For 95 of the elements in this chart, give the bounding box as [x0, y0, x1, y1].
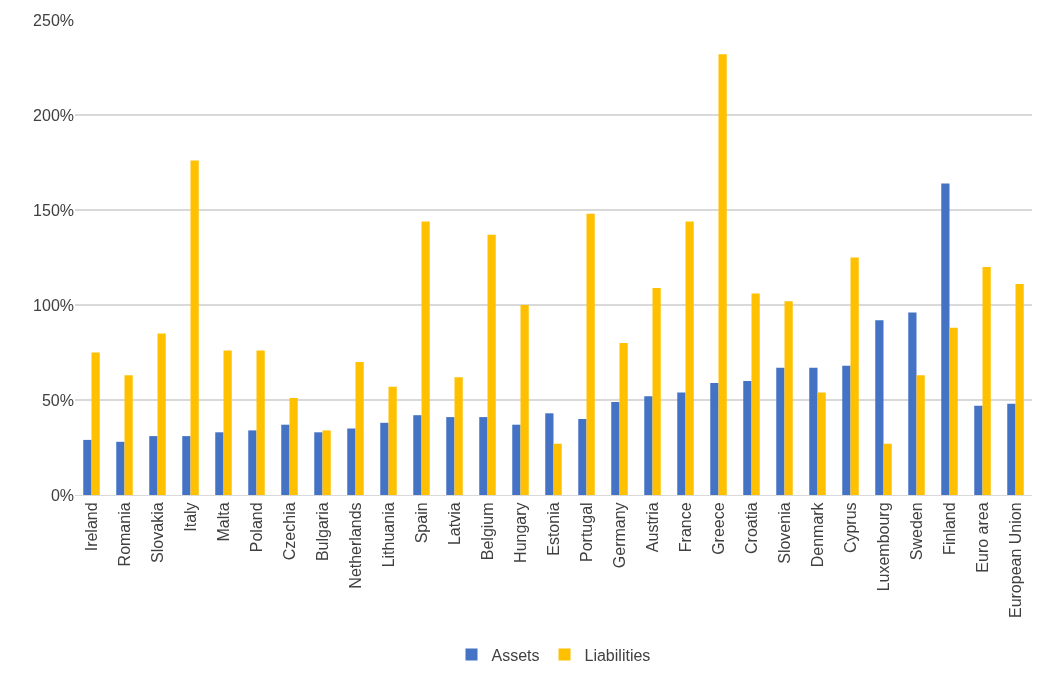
bar: [718, 54, 727, 495]
y-tick-label: 250%: [33, 11, 74, 29]
x-tick-label: Ireland: [82, 502, 100, 552]
x-tick-label: Sweden: [907, 502, 925, 561]
x-tick-label: Portugal: [577, 502, 595, 562]
x-tick-label: Italy: [181, 502, 199, 532]
x-tick-label: France: [676, 502, 694, 553]
bar: [149, 436, 158, 495]
legend-label: Liabilities: [584, 646, 651, 664]
bar: [248, 430, 257, 495]
bar: [809, 367, 818, 495]
bar: [223, 350, 232, 495]
bar: [413, 415, 422, 495]
x-tick-label: Estonia: [544, 502, 562, 556]
bar: [611, 401, 620, 495]
bar: [446, 417, 455, 495]
x-tick-label: Cyprus: [841, 502, 859, 554]
x-tick-label: Belgium: [478, 502, 496, 561]
bar: [776, 367, 785, 495]
bar: [710, 382, 719, 495]
bar: [256, 350, 265, 495]
bar: [347, 428, 356, 495]
bar: [677, 392, 686, 495]
bar: [578, 419, 587, 495]
bar: [355, 362, 364, 495]
bar: [157, 333, 166, 495]
bar: [545, 413, 554, 495]
x-tick-label: Hungary: [511, 502, 529, 563]
bar: [281, 424, 290, 495]
x-tick-label: Slovakia: [148, 502, 166, 563]
bar: [949, 327, 958, 495]
x-tick-label: Lithuania: [379, 502, 397, 568]
bar: [380, 422, 389, 495]
x-tick-label: Austria: [643, 502, 661, 553]
bar: [388, 386, 397, 495]
bar: [850, 257, 859, 495]
bar: [685, 221, 694, 495]
y-tick-label: 150%: [33, 201, 74, 219]
x-tick-label: Romania: [115, 502, 133, 567]
x-tick-label: Greece: [709, 502, 727, 555]
bar: [520, 305, 529, 495]
bar: [454, 377, 463, 495]
bar: [644, 396, 653, 495]
y-tick-label: 100%: [33, 296, 74, 314]
bar: [289, 398, 298, 495]
bar: [619, 343, 628, 495]
bar: [314, 432, 323, 495]
bar: [479, 417, 488, 495]
x-tick-label: Euro area: [973, 502, 991, 573]
bar: [116, 441, 125, 495]
x-tick-label: Bulgaria: [313, 502, 331, 562]
x-tick-label: Poland: [247, 502, 265, 553]
bar: [124, 375, 133, 495]
bar: [974, 405, 983, 495]
x-tick-label: Malta: [214, 502, 232, 542]
x-tick-label: Slovenia: [775, 502, 793, 564]
bar: [190, 160, 199, 495]
x-tick-label: Netherlands: [346, 502, 364, 589]
x-tick-label: Finland: [940, 502, 958, 555]
bar: [1007, 403, 1016, 495]
bar: [842, 365, 851, 495]
x-tick-label: Czechia: [280, 502, 298, 561]
x-tick-label: Luxembourg: [874, 502, 892, 592]
bar: [982, 267, 991, 495]
bar: [586, 213, 595, 495]
bar: [784, 301, 793, 495]
bar: [83, 439, 92, 495]
y-tick-label: 50%: [41, 391, 74, 409]
bar: [182, 436, 191, 495]
bar: [553, 443, 562, 495]
bar: [512, 424, 521, 495]
bar: [91, 352, 100, 495]
bar: [916, 375, 925, 495]
bar: [751, 293, 760, 495]
bar: [215, 432, 224, 495]
x-tick-label: Croatia: [742, 502, 760, 554]
bar: [1015, 284, 1024, 495]
y-tick-label: 200%: [33, 106, 74, 124]
bar: [421, 221, 430, 495]
y-tick-label: 0%: [50, 486, 74, 504]
x-tick-label: Latvia: [445, 502, 463, 546]
bar: [743, 381, 752, 495]
bar: [941, 183, 950, 495]
x-tick-label: European Union: [1006, 502, 1024, 619]
x-tick-label: Denmark: [808, 501, 826, 568]
bar: [652, 287, 661, 495]
bar: [817, 392, 826, 495]
bar: [875, 320, 884, 495]
bar: [908, 312, 917, 495]
bar: [883, 443, 892, 495]
bar: [322, 430, 331, 495]
x-tick-label: Germany: [610, 502, 628, 569]
legend-label: Assets: [491, 646, 540, 664]
bar: [487, 234, 496, 495]
x-tick-label: Spain: [412, 502, 430, 544]
